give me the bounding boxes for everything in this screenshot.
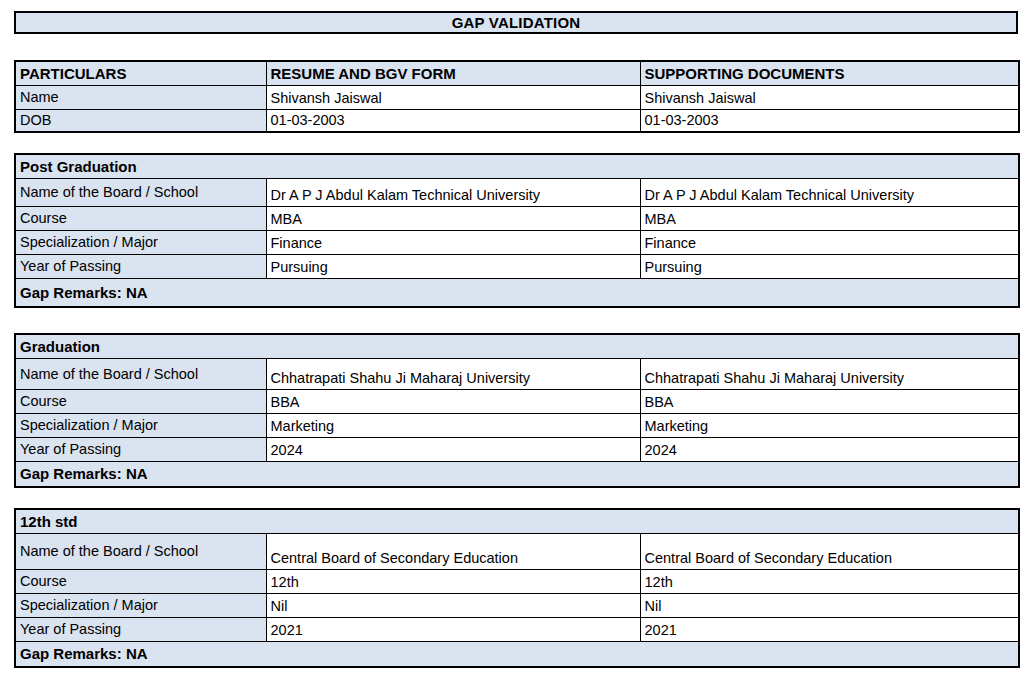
table-row-year: Year of Passing 2024 2024: [15, 437, 1019, 461]
section-title: 12th std: [15, 509, 1019, 533]
gap-remarks-cell: Gap Remarks: NA: [15, 641, 1019, 667]
row-label-cell: Specialization / Major: [15, 593, 266, 617]
row-label-cell: Course: [15, 389, 266, 413]
section-header-row: Post Graduation: [15, 154, 1019, 178]
section-header-row: Graduation: [15, 334, 1019, 358]
supporting-value-cell: Shivansh Jaiswal: [640, 85, 1019, 109]
identity-table: PARTICULARS RESUME AND BGV FORM SUPPORTI…: [14, 60, 1020, 133]
row-label-cell: Name of the Board / School: [15, 358, 266, 389]
supporting-value-cell: Chhatrapati Shahu Ji Maharaj University: [640, 358, 1019, 389]
supporting-value-cell: 2021: [640, 617, 1019, 641]
resume-value-cell: Central Board of Secondary Education: [266, 533, 640, 569]
resume-value-cell: Marketing: [266, 413, 640, 437]
row-label-cell: Specialization / Major: [15, 230, 266, 254]
row-label-cell: Year of Passing: [15, 254, 266, 278]
column-header-particulars: PARTICULARS: [15, 61, 266, 85]
document-sheet: GAP VALIDATION PARTICULARS RESUME AND BG…: [0, 0, 1028, 668]
row-label-cell: Name: [15, 85, 266, 109]
column-header-supporting-docs: SUPPORTING DOCUMENTS: [640, 61, 1019, 85]
table-row-board: Name of the Board / School Central Board…: [15, 533, 1019, 569]
row-label-cell: Course: [15, 206, 266, 230]
section-table-graduation: Graduation Name of the Board / School Ch…: [14, 333, 1020, 488]
table-row-dob: DOB 01-03-2003 01-03-2003: [15, 109, 1019, 132]
table-row-year: Year of Passing Pursuing Pursuing: [15, 254, 1019, 278]
gap-remarks-row: Gap Remarks: NA: [15, 278, 1019, 307]
section-title: Post Graduation: [15, 154, 1019, 178]
supporting-value-cell: 2024: [640, 437, 1019, 461]
table-row-year: Year of Passing 2021 2021: [15, 617, 1019, 641]
resume-value-cell: 2024: [266, 437, 640, 461]
resume-value-cell: MBA: [266, 206, 640, 230]
resume-value-cell: Finance: [266, 230, 640, 254]
resume-value-cell: 12th: [266, 569, 640, 593]
row-label-cell: Year of Passing: [15, 437, 266, 461]
row-label-cell: Name of the Board / School: [15, 178, 266, 206]
gap-remarks-row: Gap Remarks: NA: [15, 461, 1019, 487]
column-header-resume-bgv: RESUME AND BGV FORM: [266, 61, 640, 85]
resume-value-cell: Nil: [266, 593, 640, 617]
row-label-cell: DOB: [15, 109, 266, 132]
supporting-value-cell: 01-03-2003: [640, 109, 1019, 132]
row-label-cell: Name of the Board / School: [15, 533, 266, 569]
table-row-course: Course 12th 12th: [15, 569, 1019, 593]
table-row-course: Course BBA BBA: [15, 389, 1019, 413]
table-row-course: Course MBA MBA: [15, 206, 1019, 230]
table-row-specialization: Specialization / Major Nil Nil: [15, 593, 1019, 617]
supporting-value-cell: BBA: [640, 389, 1019, 413]
supporting-value-cell: MBA: [640, 206, 1019, 230]
resume-value-cell: 01-03-2003: [266, 109, 640, 132]
row-label-cell: Course: [15, 569, 266, 593]
supporting-value-cell: Nil: [640, 593, 1019, 617]
resume-value-cell: BBA: [266, 389, 640, 413]
resume-value-cell: 2021: [266, 617, 640, 641]
section-title: Graduation: [15, 334, 1019, 358]
gap-remarks-row: Gap Remarks: NA: [15, 641, 1019, 667]
table-row-name: Name Shivansh Jaiswal Shivansh Jaiswal: [15, 85, 1019, 109]
table-row-specialization: Specialization / Major Marketing Marketi…: [15, 413, 1019, 437]
gap-remarks-cell: Gap Remarks: NA: [15, 278, 1019, 307]
supporting-value-cell: Central Board of Secondary Education: [640, 533, 1019, 569]
page-title: GAP VALIDATION: [14, 11, 1018, 34]
section-table-post-graduation: Post Graduation Name of the Board / Scho…: [14, 153, 1020, 308]
table-row-board: Name of the Board / School Chhatrapati S…: [15, 358, 1019, 389]
table-row-specialization: Specialization / Major Finance Finance: [15, 230, 1019, 254]
resume-value-cell: Pursuing: [266, 254, 640, 278]
section-table-12th-std: 12th std Name of the Board / School Cent…: [14, 508, 1020, 668]
supporting-value-cell: Marketing: [640, 413, 1019, 437]
supporting-value-cell: Pursuing: [640, 254, 1019, 278]
resume-value-cell: Chhatrapati Shahu Ji Maharaj University: [266, 358, 640, 389]
row-label-cell: Year of Passing: [15, 617, 266, 641]
supporting-value-cell: Finance: [640, 230, 1019, 254]
supporting-value-cell: Dr A P J Abdul Kalam Technical Universit…: [640, 178, 1019, 206]
row-label-cell: Specialization / Major: [15, 413, 266, 437]
gap-remarks-cell: Gap Remarks: NA: [15, 461, 1019, 487]
section-header-row: 12th std: [15, 509, 1019, 533]
resume-value-cell: Dr A P J Abdul Kalam Technical Universit…: [266, 178, 640, 206]
resume-value-cell: Shivansh Jaiswal: [266, 85, 640, 109]
identity-header-row: PARTICULARS RESUME AND BGV FORM SUPPORTI…: [15, 61, 1019, 85]
supporting-value-cell: 12th: [640, 569, 1019, 593]
table-row-board: Name of the Board / School Dr A P J Abdu…: [15, 178, 1019, 206]
